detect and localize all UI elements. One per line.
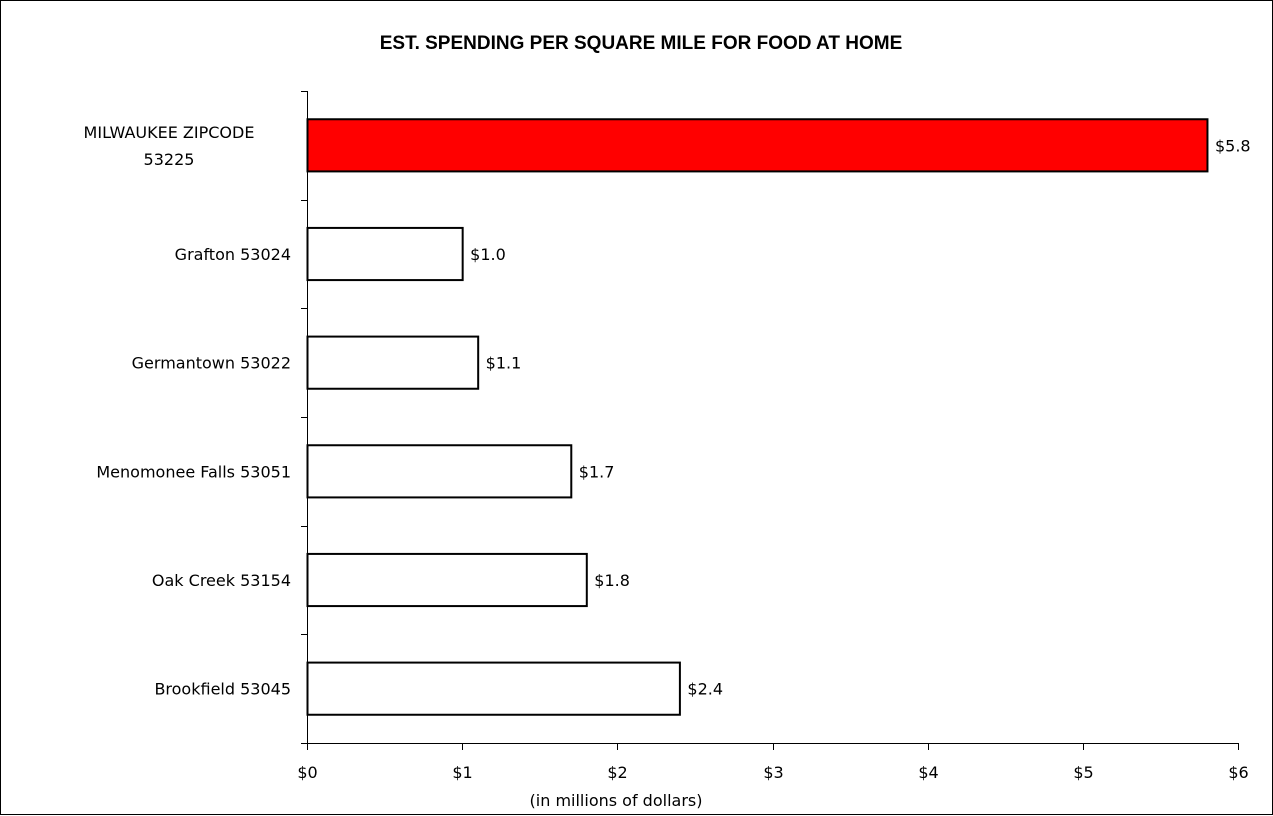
category-label-line: Menomonee Falls 53051 xyxy=(96,462,291,481)
bar xyxy=(306,226,464,282)
bar xyxy=(306,118,1209,173)
bars xyxy=(306,118,1209,716)
data-label: $2.4 xyxy=(687,680,723,699)
axes xyxy=(301,91,1239,750)
data-label: $5.8 xyxy=(1215,136,1251,155)
x-tick-label: $6 xyxy=(1228,763,1248,782)
bar xyxy=(306,552,588,608)
bar xyxy=(306,661,681,716)
data-label: $1.8 xyxy=(594,571,630,590)
bar xyxy=(306,444,573,499)
category-label-line: Grafton 53024 xyxy=(175,245,291,264)
x-axis-label: (in millions of dollars) xyxy=(530,791,703,810)
category-label: Brookfield 53045 xyxy=(154,680,291,699)
x-tick-label: $4 xyxy=(918,763,938,782)
x-tick-label: $5 xyxy=(1073,763,1093,782)
bar xyxy=(306,335,480,390)
category-label-line: Oak Creek 53154 xyxy=(152,571,291,590)
chart-title: EST. SPENDING PER SQUARE MILE FOR FOOD A… xyxy=(380,33,903,54)
category-label: Grafton 53024 xyxy=(175,245,291,264)
category-label-line: 53225 xyxy=(144,150,195,169)
x-tick-label: $2 xyxy=(607,763,627,782)
x-tick-label: $3 xyxy=(763,763,783,782)
data-label: $1.1 xyxy=(486,354,522,373)
category-label-line: Brookfield 53045 xyxy=(154,680,291,699)
category-label-line: Germantown 53022 xyxy=(132,354,291,373)
category-label: Germantown 53022 xyxy=(132,354,291,373)
data-label: $1.7 xyxy=(579,462,615,481)
category-label-line: MILWAUKEE ZIPCODE xyxy=(84,123,255,142)
category-label: Menomonee Falls 53051 xyxy=(96,462,291,481)
x-tick-label: $1 xyxy=(452,763,472,782)
category-label: Oak Creek 53154 xyxy=(152,571,291,590)
category-label: MILWAUKEE ZIPCODE 53225 xyxy=(84,123,255,169)
x-tick-label: $0 xyxy=(297,763,317,782)
data-label: $1.0 xyxy=(470,245,506,264)
labels: $0 $1 $2 $3 $4 $5 $6 $5.8 MILWAUKEE ZIPCODE 53225… xyxy=(84,123,1251,782)
